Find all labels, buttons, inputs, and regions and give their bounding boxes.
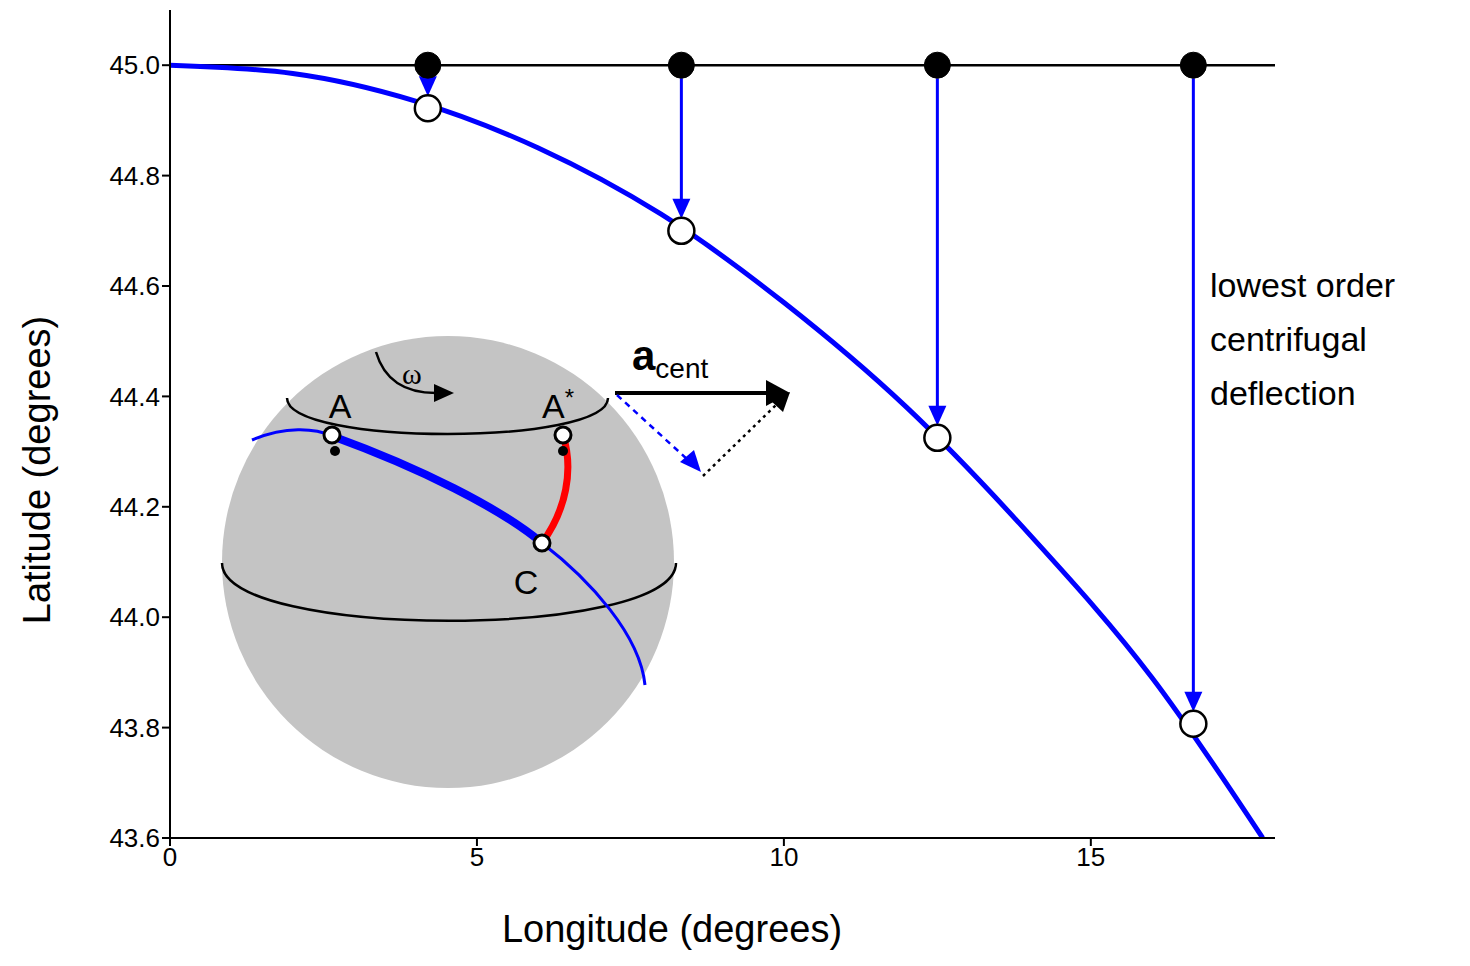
svg-text:ω: ω [402, 357, 422, 390]
svg-text:Latitude (degrees): Latitude (degrees) [16, 316, 58, 624]
svg-text:0: 0 [163, 842, 177, 872]
svg-text:44.0: 44.0 [109, 602, 160, 632]
svg-text:C: C [514, 563, 539, 601]
svg-text:Longitude (degrees): Longitude (degrees) [502, 908, 842, 950]
svg-text:44.4: 44.4 [109, 382, 160, 412]
svg-text:44.2: 44.2 [109, 492, 160, 522]
svg-text:A: A [329, 387, 352, 425]
svg-text:44.6: 44.6 [109, 271, 160, 301]
svg-text:centrifugal: centrifugal [1210, 320, 1367, 358]
svg-text:45.0: 45.0 [109, 50, 160, 80]
svg-text:43.8: 43.8 [109, 713, 160, 743]
svg-text:10: 10 [769, 842, 798, 872]
svg-text:lowest order: lowest order [1210, 266, 1395, 304]
svg-text:acent: acent [632, 332, 709, 384]
svg-text:deflection: deflection [1210, 374, 1356, 412]
svg-text:44.8: 44.8 [109, 161, 160, 191]
svg-text:43.6: 43.6 [109, 823, 160, 853]
svg-text:A*: A* [542, 384, 574, 425]
svg-text:5: 5 [470, 842, 484, 872]
svg-text:15: 15 [1076, 842, 1105, 872]
